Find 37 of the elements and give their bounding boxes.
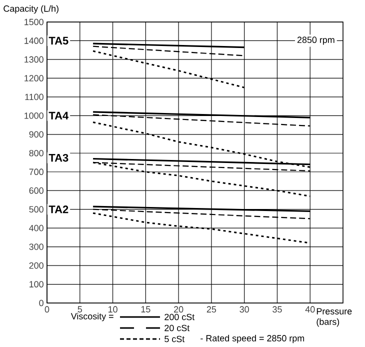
y-tick-label: 100	[30, 281, 44, 288]
y-tick-label: 200	[29, 262, 44, 269]
y-tick-label: 1000	[24, 112, 44, 119]
y-tick-label: 1400	[24, 38, 44, 44]
x-tick-label: 30	[240, 306, 249, 313]
x-tick-label: 20	[174, 306, 184, 313]
annotation: TA2	[48, 206, 68, 214]
x-tick-label: 10	[108, 306, 118, 313]
y-tick-label: 800	[29, 150, 44, 156]
x-tick-label: 5	[78, 306, 82, 312]
legend-label: 5 cSt	[164, 336, 185, 342]
annotation: 2850 rpm	[297, 36, 334, 45]
y-tick-label: 300	[29, 244, 44, 250]
x-tick-label: 40	[305, 306, 315, 313]
legend-title: Viscosity =	[70, 312, 114, 322]
y-axis-title: Capacity (L/h)	[4, 5, 58, 14]
x-tick-label: 0	[44, 306, 50, 313]
x-tick-label: 25	[206, 306, 216, 313]
annotation: TA3	[48, 154, 68, 162]
y-tick-label: 1100	[25, 94, 44, 100]
x-tick-label: 35	[272, 306, 282, 313]
legend-label: 20 cSt	[164, 324, 190, 332]
y-tick-label: 500	[29, 206, 44, 213]
annotation: TA4	[48, 112, 69, 120]
y-tick-label: 1200	[24, 75, 44, 82]
y-tick-label: 400	[29, 224, 44, 232]
y-tick-label: 700	[29, 168, 44, 176]
legend-label: 200 cSt	[164, 314, 195, 320]
text: - Rated speed = 2850 rpm	[200, 334, 304, 344]
y-tick-label: 1500	[24, 18, 44, 26]
annotation: TA5	[48, 36, 68, 45]
y-tick-label: 600	[29, 187, 44, 194]
x-axis-title: Pressure (bars)	[316, 308, 352, 327]
y-tick-label: 1300	[24, 56, 44, 63]
y-tick-label: 0	[39, 300, 44, 306]
x-tick-label: 15	[141, 306, 150, 312]
y-tick-label: 900	[29, 131, 44, 138]
